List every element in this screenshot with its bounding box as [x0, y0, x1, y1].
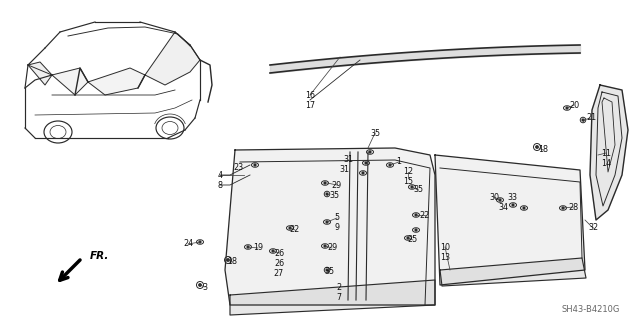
Text: 26: 26	[274, 249, 284, 257]
Circle shape	[523, 207, 525, 209]
Text: 35: 35	[329, 191, 339, 201]
Text: 11: 11	[601, 149, 611, 158]
Circle shape	[415, 229, 417, 231]
Circle shape	[512, 204, 514, 206]
Circle shape	[326, 221, 328, 223]
Text: 15: 15	[403, 177, 413, 187]
Text: 22: 22	[420, 211, 430, 219]
Polygon shape	[145, 32, 200, 85]
Circle shape	[272, 250, 274, 252]
Circle shape	[254, 164, 256, 166]
Text: 35: 35	[370, 129, 380, 137]
Circle shape	[389, 164, 391, 166]
Text: 9: 9	[335, 224, 340, 233]
Circle shape	[362, 172, 364, 174]
Text: 24: 24	[183, 240, 193, 249]
Text: 35: 35	[413, 186, 423, 195]
Circle shape	[326, 269, 328, 271]
Text: 18: 18	[227, 257, 237, 266]
Circle shape	[369, 151, 371, 153]
Circle shape	[582, 119, 584, 121]
Polygon shape	[52, 68, 88, 95]
Text: 28: 28	[568, 203, 578, 211]
Circle shape	[324, 245, 326, 247]
Text: SH43-B4210G: SH43-B4210G	[562, 306, 620, 315]
Circle shape	[289, 227, 291, 229]
Circle shape	[415, 214, 417, 216]
Text: 34: 34	[498, 203, 508, 211]
Circle shape	[365, 162, 367, 164]
Text: 10: 10	[440, 242, 450, 251]
Text: 2: 2	[337, 284, 342, 293]
Polygon shape	[28, 62, 52, 85]
Polygon shape	[230, 280, 435, 315]
Text: 22: 22	[290, 226, 300, 234]
Text: 27: 27	[274, 269, 284, 278]
Text: 14: 14	[601, 159, 611, 167]
Polygon shape	[435, 155, 585, 285]
Polygon shape	[225, 148, 435, 305]
Circle shape	[199, 241, 201, 243]
Text: 8: 8	[218, 181, 223, 189]
Text: 17: 17	[305, 101, 315, 110]
Text: 35: 35	[324, 268, 334, 277]
Circle shape	[499, 199, 501, 201]
Text: 30: 30	[489, 192, 499, 202]
Text: 19: 19	[253, 243, 263, 253]
Circle shape	[566, 107, 568, 109]
Text: 5: 5	[335, 213, 340, 222]
Text: 13: 13	[440, 253, 450, 262]
Text: 29: 29	[327, 243, 337, 253]
Circle shape	[562, 207, 564, 209]
Text: 33: 33	[507, 192, 517, 202]
Circle shape	[536, 145, 538, 149]
Text: 20: 20	[569, 100, 579, 109]
Text: 4: 4	[218, 170, 223, 180]
Circle shape	[247, 246, 249, 248]
Text: 7: 7	[337, 293, 342, 302]
Text: FR.: FR.	[90, 251, 109, 261]
Circle shape	[324, 182, 326, 184]
Circle shape	[411, 186, 413, 188]
Text: 12: 12	[403, 167, 413, 176]
Text: 25: 25	[408, 235, 418, 244]
Circle shape	[326, 193, 328, 195]
Text: 31: 31	[339, 166, 349, 174]
Text: 3: 3	[202, 283, 207, 292]
Text: 1: 1	[397, 158, 401, 167]
Circle shape	[227, 258, 230, 262]
Text: 18: 18	[538, 145, 548, 154]
Text: 23: 23	[233, 164, 243, 173]
Text: 31: 31	[343, 155, 353, 165]
Circle shape	[198, 284, 202, 286]
Text: 26: 26	[274, 258, 284, 268]
Circle shape	[407, 237, 409, 239]
Text: 32: 32	[588, 224, 598, 233]
Polygon shape	[440, 258, 586, 286]
Polygon shape	[590, 85, 628, 220]
Text: 21: 21	[586, 114, 596, 122]
Text: 16: 16	[305, 91, 315, 100]
Polygon shape	[88, 68, 145, 95]
Text: 29: 29	[332, 181, 342, 189]
